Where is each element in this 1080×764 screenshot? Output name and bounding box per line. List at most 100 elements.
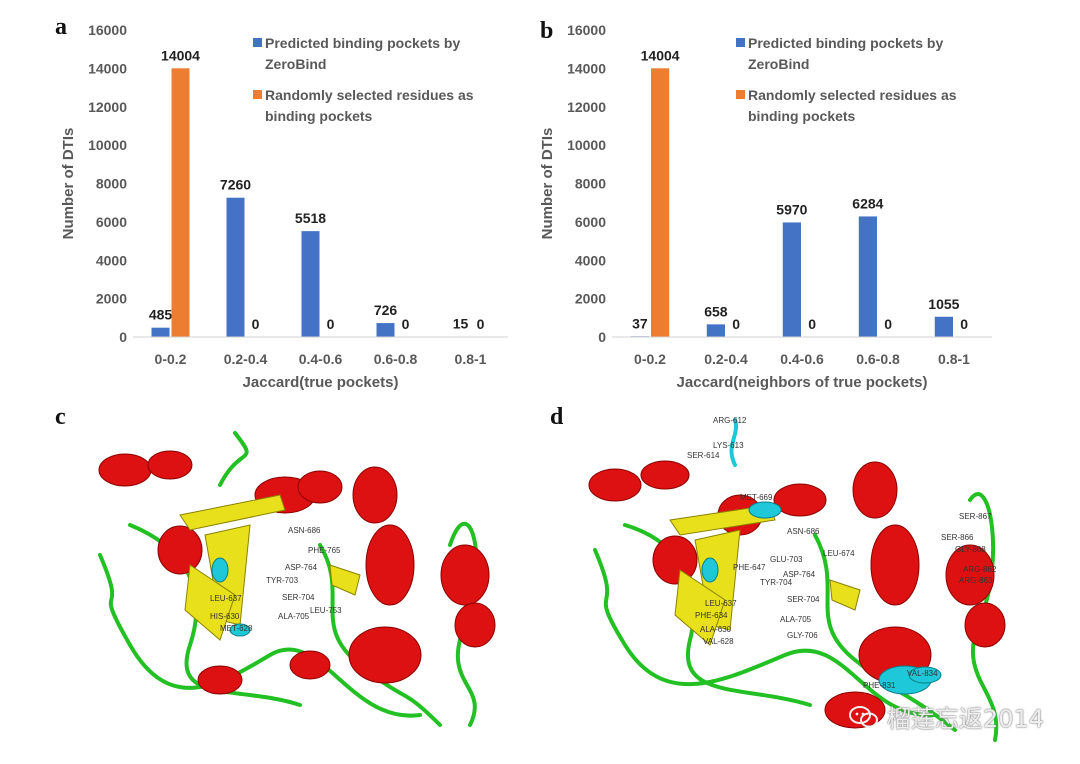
- x-tick-label: 0.2-0.4: [224, 351, 268, 367]
- residue-label: PHE-634: [695, 611, 728, 620]
- bar: [651, 68, 670, 337]
- x-tick-label: 0-0.2: [634, 351, 666, 367]
- residue-label: LEU-637: [210, 594, 242, 603]
- watermark: 榴莲忘返2014: [848, 699, 1044, 734]
- chart-a: 0 2000 4000 6000 8000 10000 12000 14000 16000 Num…: [60, 22, 508, 391]
- y-tick-label: 14000: [567, 60, 606, 76]
- legend-label: ZeroBind: [265, 56, 326, 72]
- x-tick-label: 0-0.2: [155, 351, 187, 367]
- y-tick-label: 4000: [96, 252, 127, 268]
- data-label: 37: [632, 315, 648, 331]
- legend-swatch: [736, 90, 745, 99]
- residue-label: LEU-637: [705, 599, 737, 608]
- data-label: 0: [732, 316, 740, 332]
- y-tick-label: 14000: [88, 60, 127, 76]
- y-tick-label: 0: [598, 329, 606, 345]
- residue-label: ARG-863: [959, 576, 993, 585]
- y-tick-label: 16000: [88, 22, 127, 38]
- y-tick-label: 2000: [575, 291, 606, 307]
- bar: [151, 327, 170, 337]
- panel-label-d: d: [550, 404, 564, 430]
- chart-b: 0 2000 4000 6000 8000 10000 12000 14000 16000 Num…: [539, 22, 992, 391]
- watermark-text: 榴莲忘返2014: [886, 705, 1044, 733]
- bar: [858, 216, 877, 337]
- residue-label: TYR-704: [760, 578, 793, 587]
- residue-label: GLU-703: [770, 555, 803, 564]
- wechat-icon: [848, 705, 878, 727]
- residue-label: ASP-764: [285, 563, 318, 572]
- bar: [376, 323, 395, 337]
- residue-label: ARG-612: [713, 416, 747, 425]
- x-tick-label: 0.8-1: [938, 351, 970, 367]
- y-tick-label: 10000: [88, 137, 127, 153]
- x-tick-label: 0.4-0.6: [299, 351, 343, 367]
- bar-charts: 0 2000 4000 6000 8000 10000 12000 14000 16000 Num…: [60, 22, 992, 391]
- residue-label: HIS-630: [210, 612, 240, 621]
- bar: [301, 231, 320, 337]
- y-tick-label: 0: [119, 329, 127, 345]
- protein-structure-d: ARG-612 LYS-613 SER-614 MET-669 ASN-686 …: [588, 416, 1006, 742]
- legend-label: binding pockets: [748, 108, 856, 124]
- legend-label: Randomly selected residues as: [748, 87, 957, 103]
- residue-label: PHE-831: [863, 681, 896, 690]
- protein-structure-c: ASN-686 PHE-765 ASP-764 TYR-703 SER-704 …: [98, 431, 496, 727]
- y-tick-label: 6000: [575, 214, 606, 230]
- residue-label: SER-704: [787, 595, 820, 604]
- bar: [782, 222, 801, 337]
- y-tick-label: 8000: [96, 176, 127, 192]
- x-axis-label: Jaccard(true pockets): [243, 374, 399, 391]
- legend-label: ZeroBind: [748, 56, 809, 72]
- legend-label: Randomly selected residues as: [265, 87, 474, 103]
- y-axis-label: Number of DTIs: [539, 128, 556, 240]
- bar: [934, 316, 953, 337]
- residue-label: SER-867: [959, 512, 992, 521]
- data-label: 0: [884, 316, 892, 332]
- y-tick-label: 6000: [96, 214, 127, 230]
- residue-label: SER-704: [282, 593, 315, 602]
- x-tick-label: 0.2-0.4: [704, 351, 748, 367]
- residue-label: LEU-753: [310, 606, 342, 615]
- data-label: 0: [327, 316, 335, 332]
- bar: [171, 68, 190, 337]
- y-tick-label: 12000: [88, 99, 127, 115]
- legend-swatch: [736, 38, 745, 47]
- y-axis-label: Number of DTIs: [60, 128, 77, 240]
- panel-label-c: c: [55, 404, 66, 430]
- y-tick-label: 16000: [567, 22, 606, 38]
- data-label: 14004: [641, 47, 680, 63]
- residue-label: ASP-764: [783, 570, 816, 579]
- residue-label: ALA-705: [780, 615, 812, 624]
- residue-label: ARG-862: [963, 565, 997, 574]
- x-tick-label: 0.6-0.8: [374, 351, 418, 367]
- data-label: 485: [149, 307, 173, 323]
- residue-label: PHE-647: [733, 563, 766, 572]
- x-tick-label: 0.4-0.6: [780, 351, 824, 367]
- legend-swatch: [253, 90, 262, 99]
- x-axis-label: Jaccard(neighbors of true pockets): [677, 374, 928, 391]
- residue-label: TYR-703: [266, 576, 299, 585]
- residue-label: MET-628: [220, 624, 253, 633]
- residue-label: GLY-868: [955, 545, 986, 554]
- y-tick-label: 4000: [575, 252, 606, 268]
- residue-label: ALA-630: [700, 625, 732, 634]
- y-tick-label: 8000: [575, 176, 606, 192]
- y-tick-label: 12000: [567, 99, 606, 115]
- data-label: 0: [808, 316, 816, 332]
- data-label: 0: [960, 316, 968, 332]
- data-label: 5518: [295, 210, 326, 226]
- data-label: 14004: [161, 47, 200, 63]
- residue-label: ALA-705: [278, 612, 310, 621]
- residue-label: SER-866: [941, 533, 974, 542]
- residue-label: ASN-686: [288, 526, 321, 535]
- data-label: 15: [453, 316, 469, 332]
- residue-label: SER-614: [687, 451, 720, 460]
- panel-label-a: a: [55, 14, 67, 40]
- data-label: 0: [477, 316, 485, 332]
- legend-label: binding pockets: [265, 108, 373, 124]
- residue-label: MET-669: [740, 493, 773, 502]
- residue-label: VAL-834: [907, 669, 938, 678]
- x-tick-label: 0.6-0.8: [856, 351, 900, 367]
- residue-label: LYS-613: [713, 441, 744, 450]
- legend-label: Predicted binding pockets by: [265, 35, 460, 51]
- data-label: 5970: [776, 201, 807, 217]
